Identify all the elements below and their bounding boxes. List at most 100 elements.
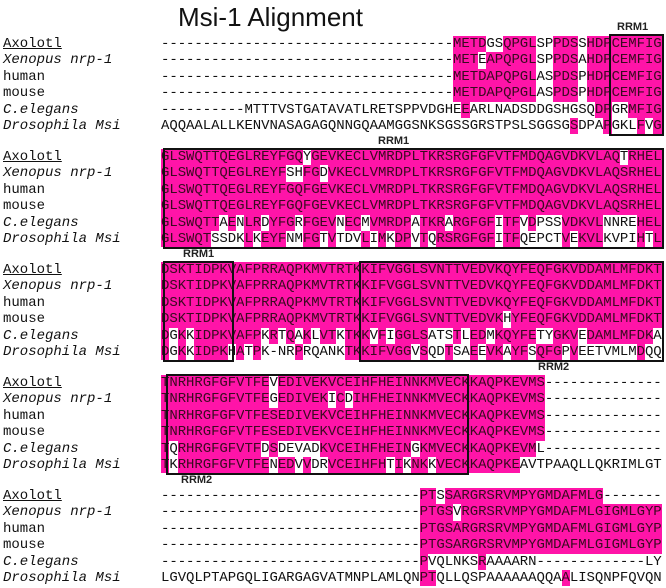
residue: T xyxy=(428,504,437,521)
residue: E xyxy=(619,68,629,86)
residue: P xyxy=(402,149,412,166)
residue: C xyxy=(611,68,620,86)
residue: - xyxy=(628,424,637,441)
residue: D xyxy=(394,198,403,215)
alignment-row: human GLSWQTTQEGLREYFGQFGEVKECLVMRDPLTKRS… xyxy=(0,181,666,199)
residue: - xyxy=(227,36,237,52)
residue: S xyxy=(177,149,187,166)
residue: - xyxy=(586,391,595,408)
residue: A xyxy=(494,553,504,570)
residue: S xyxy=(569,85,579,102)
residue: - xyxy=(177,504,187,521)
residue: E xyxy=(528,230,537,247)
residue: T xyxy=(503,181,512,199)
alignment-row: Axolotl GLSWQTTQEGLREYFGQYGEVKECLVMRDPLTK… xyxy=(0,149,666,166)
residue: G xyxy=(653,85,662,102)
residue: F xyxy=(244,327,253,344)
residue: P xyxy=(611,569,620,586)
residue: R xyxy=(478,101,487,118)
residue: L xyxy=(594,165,604,182)
residue: D xyxy=(569,165,579,182)
residue: K xyxy=(252,230,262,247)
residue: - xyxy=(569,375,579,391)
residue: G xyxy=(461,149,470,166)
residue: Q xyxy=(428,230,437,247)
residue: G xyxy=(286,214,295,231)
residue: S xyxy=(286,101,295,118)
residue: S xyxy=(419,311,429,328)
residue: S xyxy=(169,278,178,295)
residue: K xyxy=(578,198,587,215)
residue: G xyxy=(219,407,228,425)
residue: - xyxy=(186,36,195,52)
residue: M xyxy=(628,343,637,360)
residue: F xyxy=(277,181,287,199)
residue: - xyxy=(402,85,412,102)
residue: D xyxy=(202,311,212,328)
alignment-row: Xenopus nrp-1 ---------------------------… xyxy=(0,504,666,521)
residue: A xyxy=(236,327,245,344)
residue: D xyxy=(202,294,212,312)
residue: I xyxy=(352,407,362,425)
residue: A xyxy=(194,117,203,134)
residue: K xyxy=(461,375,470,392)
residue: G xyxy=(594,488,604,505)
residue: - xyxy=(202,36,212,52)
residue: K xyxy=(419,407,429,425)
residue: - xyxy=(402,520,412,537)
residue: E xyxy=(344,181,353,199)
residue: N xyxy=(327,343,337,360)
residue: P xyxy=(544,36,554,52)
residue: E xyxy=(644,165,654,182)
residue: P xyxy=(294,343,303,361)
residue: R xyxy=(252,149,262,166)
residue: - xyxy=(169,36,178,52)
residue: Q xyxy=(594,569,604,586)
residue: R xyxy=(494,537,504,554)
residue: E xyxy=(461,52,470,69)
residue: D xyxy=(436,343,445,360)
species-label: C.elegans xyxy=(3,440,79,457)
residue: - xyxy=(244,68,253,85)
residue: M xyxy=(453,68,462,86)
residue: R xyxy=(194,440,203,457)
residue: N xyxy=(411,375,420,392)
residue: R xyxy=(628,165,637,182)
residue: - xyxy=(569,424,579,441)
residue: K xyxy=(428,149,437,166)
residue: Q xyxy=(294,149,303,166)
residue: T xyxy=(436,327,445,344)
residue: G xyxy=(536,504,545,521)
residue: Q xyxy=(503,85,512,102)
residue: - xyxy=(194,101,203,118)
residue: P xyxy=(494,407,504,425)
residue: R xyxy=(269,294,278,312)
residue: - xyxy=(436,36,445,52)
residue: L xyxy=(453,569,462,586)
residue: D xyxy=(594,36,604,53)
residue: - xyxy=(344,52,353,69)
residue: G xyxy=(319,117,328,134)
residue: - xyxy=(619,424,629,441)
residue: L xyxy=(611,311,620,328)
alignment-row: Drosophila Msi LGVQLPTAPGQLIGARGAGVATMNPL… xyxy=(0,569,666,587)
residue: - xyxy=(311,537,320,554)
residue: N xyxy=(411,391,420,408)
residue: - xyxy=(402,36,412,52)
residue: - xyxy=(294,520,303,537)
residue: A xyxy=(561,569,570,587)
residue: K xyxy=(428,456,437,473)
residue: F xyxy=(277,149,287,166)
residue: P xyxy=(578,68,587,85)
residue: - xyxy=(361,553,370,570)
residue: N xyxy=(419,117,429,134)
residue: V xyxy=(319,569,328,586)
residue: - xyxy=(236,520,245,537)
residue: F xyxy=(244,311,253,328)
residue: G xyxy=(478,198,487,215)
residue: - xyxy=(352,68,362,85)
residue: - xyxy=(628,440,637,457)
residue: - xyxy=(386,537,395,554)
residue: P xyxy=(494,85,504,102)
residue: - xyxy=(361,68,370,85)
